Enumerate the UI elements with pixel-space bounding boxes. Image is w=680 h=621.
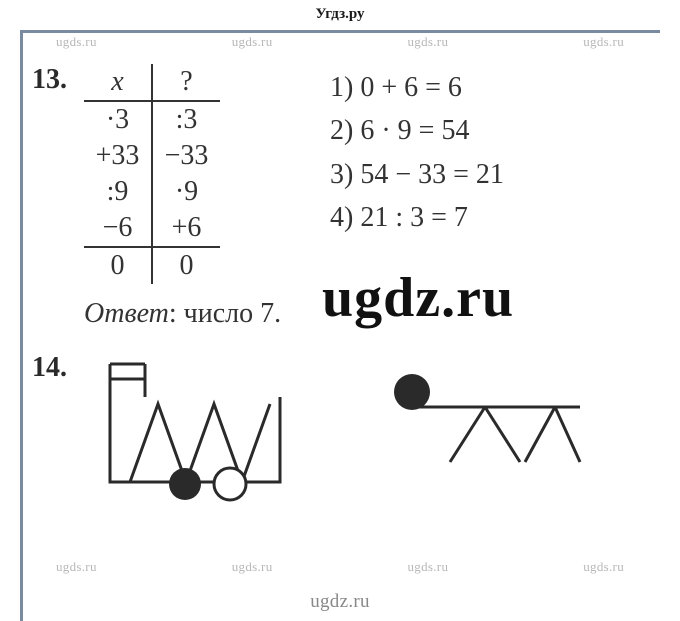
cell-l: ·3 <box>84 101 152 138</box>
table-row: ·3 :3 <box>84 101 220 138</box>
problem-number: 14. <box>32 352 84 384</box>
table-row: −6 +6 <box>84 210 220 247</box>
page-header: Угдз.ру <box>0 0 680 25</box>
calc-table-wrap: x ? ·3 :3 +33 −33 :9 ·9 −6 +6 <box>84 64 304 284</box>
watermark-row-top: ugds.ru ugds.ru ugds.ru ugds.ru <box>26 34 654 50</box>
figures-row <box>84 352 590 502</box>
table-row: +33 −33 <box>84 138 220 174</box>
problem-number: 13. <box>32 64 84 96</box>
content-area: ugds.ru ugds.ru ugds.ru ugds.ru 13. x ? … <box>26 34 654 621</box>
cell-r: 0 <box>152 247 220 284</box>
equation: 3) 54 − 33 = 21 <box>330 153 504 196</box>
frame-left <box>20 30 23 621</box>
cell-r: :3 <box>152 101 220 138</box>
table-foot: 0 0 <box>84 247 220 284</box>
equation: 4) 21 : 3 = 7 <box>330 196 504 239</box>
answer-text: : число 7. <box>169 298 281 329</box>
site-name: Угдз.ру <box>315 6 364 22</box>
equation: 2) 6 · 9 = 54 <box>330 109 504 152</box>
wm-small: ugds.ru <box>232 34 273 50</box>
wm-small: ugds.ru <box>583 559 624 575</box>
cell-r: −33 <box>152 138 220 174</box>
wm-small: ugds.ru <box>56 34 97 50</box>
figure-2 <box>380 352 590 502</box>
table-head: x ? <box>84 64 220 101</box>
watermark-big: ugdz.ru <box>322 266 514 330</box>
wm-small: ugds.ru <box>232 559 273 575</box>
wm-small: ugds.ru <box>56 559 97 575</box>
cell-r: ·9 <box>152 174 220 210</box>
equation: 1) 0 + 6 = 6 <box>330 66 504 109</box>
problem-13: 13. x ? ·3 :3 +33 −33 :9 ·9 <box>26 50 654 284</box>
cell-l: +33 <box>84 138 152 174</box>
wm-small: ugds.ru <box>408 559 449 575</box>
watermark-row-bottom: ugds.ru ugds.ru ugds.ru ugds.ru <box>26 559 654 575</box>
table-head-r: ? <box>152 64 220 101</box>
table-row: :9 ·9 <box>84 174 220 210</box>
frame-top <box>20 30 660 33</box>
cell-r: +6 <box>152 210 220 247</box>
wm-small: ugds.ru <box>583 34 624 50</box>
cell-l: 0 <box>84 247 152 284</box>
calc-table: x ? ·3 :3 +33 −33 :9 ·9 −6 +6 <box>84 64 220 284</box>
wm-small: ugds.ru <box>408 34 449 50</box>
cell-l: −6 <box>84 210 152 247</box>
figure-1 <box>90 352 300 502</box>
answer-label: Ответ <box>84 298 169 329</box>
watermark-footer: ugdz.ru <box>26 591 654 613</box>
problem-14: 14. <box>26 330 654 502</box>
table-head-l: x <box>111 66 123 97</box>
equation-list: 1) 0 + 6 = 6 2) 6 · 9 = 54 3) 54 − 33 = … <box>304 64 504 240</box>
cell-l: :9 <box>84 174 152 210</box>
